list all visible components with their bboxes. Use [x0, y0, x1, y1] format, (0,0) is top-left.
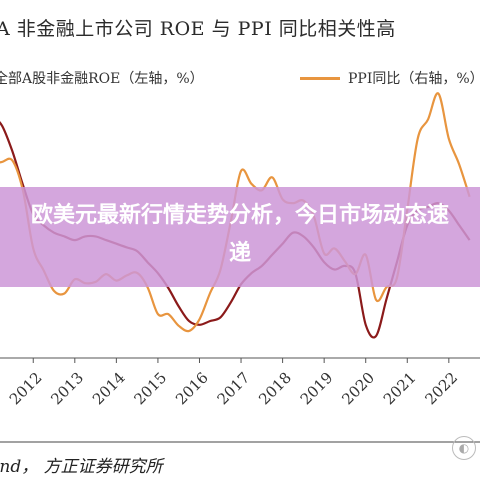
overlay-headline: 欧美元最新行情走势分析，今日市场动态速递 [30, 203, 449, 266]
x-tick-label-2018: 2018 [255, 369, 295, 409]
x-tick-label-2021: 2021 [380, 369, 420, 409]
legend-label-ppi: PPI同比（右轴，%） [348, 71, 480, 87]
x-tick-label-2015: 2015 [131, 369, 171, 409]
x-tick-label-2022: 2022 [421, 369, 461, 409]
x-tick-label-2020: 2020 [338, 369, 378, 409]
x-tick-label-2017: 2017 [214, 369, 254, 409]
legend-swatch-ppi [300, 76, 340, 80]
wechat-icon: ◐ [452, 436, 476, 460]
overlay-banner [0, 187, 480, 287]
legend-item-ppi: PPI同比（右轴，%） [300, 66, 480, 90]
chart-legend: 全部A股非金融ROE（左轴，%） PPI同比（右轴，%） [0, 66, 480, 90]
x-tick-label-2012: 2012 [6, 369, 46, 409]
legend-item-roe: 全部A股非金融ROE（左轴，%） [0, 66, 204, 90]
x-tick-label-2016: 2016 [172, 369, 212, 409]
source-note: ind， 方正证券研究所 [0, 457, 163, 477]
x-tick-label-2019: 2019 [297, 369, 337, 409]
x-tick-label-2013: 2013 [47, 369, 87, 409]
legend-label-roe: 全部A股非金融ROE（左轴，%） [0, 71, 204, 87]
chart-title: A 非金融上市公司 ROE 与 PPI 同比相关性高 [0, 18, 396, 40]
x-tick-label-2014: 2014 [89, 369, 129, 409]
